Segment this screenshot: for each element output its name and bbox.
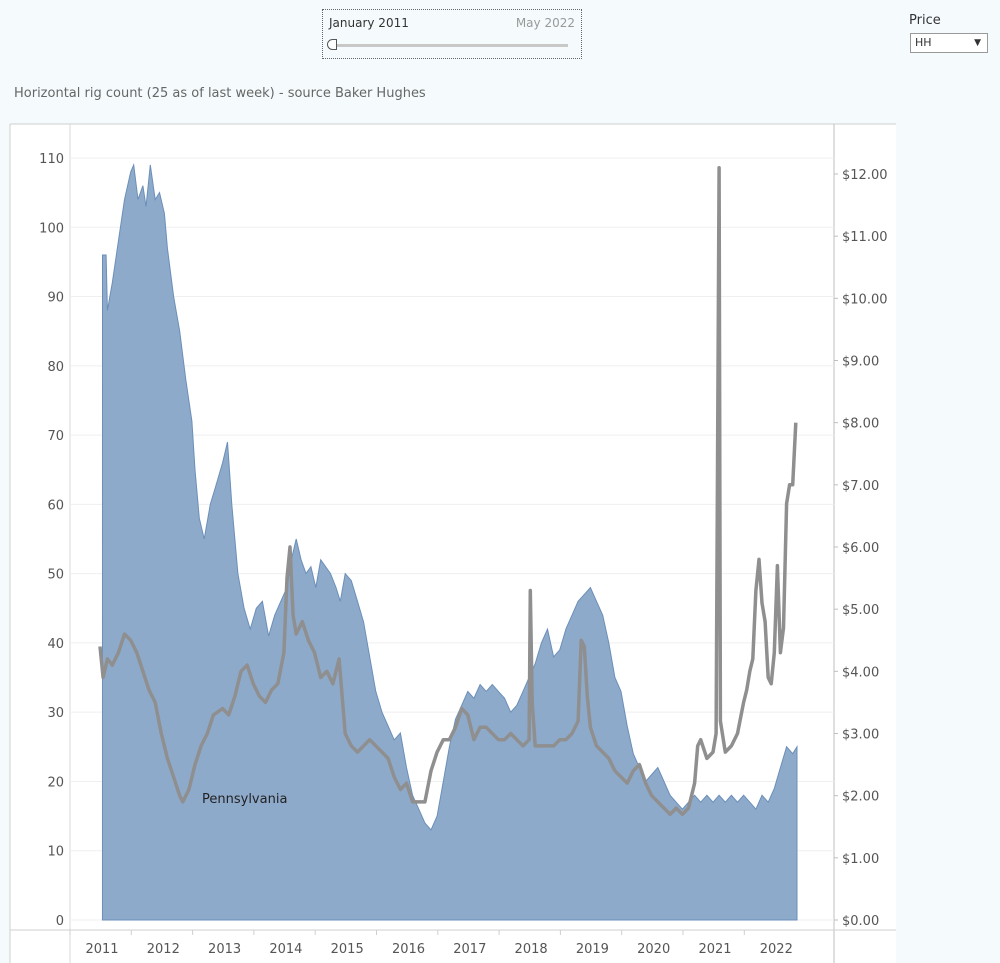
right-tick-label: $6.00 — [842, 541, 879, 556]
x-axis: 2011 2012 2013 2014 2015 2016 2017 2018 2019 2020… — [69, 930, 793, 957]
right-tick-label: $12.00 — [842, 168, 888, 183]
x-tick-label: 2015 — [331, 942, 364, 957]
x-tick-label: 2018 — [515, 942, 548, 957]
right-tick-label: $7.00 — [842, 479, 879, 494]
x-tick-label: 2011 — [85, 942, 118, 957]
left-tick-label: 50 — [47, 568, 64, 583]
right-tick-label: $5.00 — [842, 603, 879, 618]
price-line-hh — [98, 166, 798, 817]
right-tick-label: $11.00 — [842, 230, 888, 245]
right-tick-label: $4.00 — [842, 665, 879, 680]
left-tick-label: 80 — [47, 360, 64, 375]
left-tick-label: 100 — [39, 221, 64, 236]
x-tick-label: 2022 — [760, 942, 793, 957]
x-tick-label: 2020 — [637, 942, 670, 957]
x-tick-label: 2017 — [453, 942, 486, 957]
right-tick-label: $1.00 — [842, 852, 879, 867]
x-tick-label: 2012 — [147, 942, 180, 957]
rig-count-area — [101, 163, 798, 921]
left-tick-label: 110 — [39, 152, 64, 167]
price-line-layer — [98, 166, 798, 817]
left-axis: 0 10 20 30 40 50 60 70 80 90 100 110 — [39, 152, 64, 929]
right-tick-label: $9.00 — [842, 355, 879, 370]
dropdown-arrow-icon: ▼ — [974, 38, 981, 48]
pennsylvania-annotation: Pennsylvania — [202, 792, 287, 807]
left-tick-label: 10 — [47, 845, 64, 860]
date-range-filter[interactable]: January 2011 May 2022 — [322, 9, 582, 59]
range-start-label: January 2011 — [329, 16, 409, 30]
right-tick-label: $2.00 — [842, 790, 879, 805]
price-filter-label: Price — [909, 13, 941, 28]
x-tick-label: 2013 — [208, 942, 241, 957]
left-tick-label: 30 — [47, 706, 64, 721]
right-axis: $0.00 $1.00 $2.00 $3.00 $4.00 $5.00 $6.00 $7.00… — [834, 168, 888, 929]
price-dropdown[interactable]: HH ▼ — [910, 33, 988, 53]
chart-title: Horizontal rig count (25 as of last week… — [14, 86, 426, 101]
x-tick-label: 2014 — [269, 942, 302, 957]
left-tick-label: 20 — [47, 775, 64, 790]
rig-count-area-layer — [101, 163, 798, 921]
right-tick-label: $8.00 — [842, 417, 879, 432]
price-dropdown-value: HH — [915, 36, 932, 49]
right-tick-label: $3.00 — [842, 728, 879, 743]
left-tick-label: 40 — [47, 637, 64, 652]
x-tick-label: 2021 — [698, 942, 731, 957]
x-tick-label: 2019 — [576, 942, 609, 957]
slider-track[interactable] — [335, 44, 568, 47]
range-end-label: May 2022 — [515, 16, 575, 30]
left-tick-label: 0 — [56, 914, 64, 929]
right-tick-label: $10.00 — [842, 292, 888, 307]
left-tick-label: 70 — [47, 429, 64, 444]
left-tick-label: 90 — [47, 291, 64, 306]
left-tick-label: 60 — [47, 498, 64, 513]
x-tick-label: 2016 — [392, 942, 425, 957]
right-tick-label: $0.00 — [842, 914, 879, 929]
slider-handle[interactable] — [327, 39, 337, 50]
